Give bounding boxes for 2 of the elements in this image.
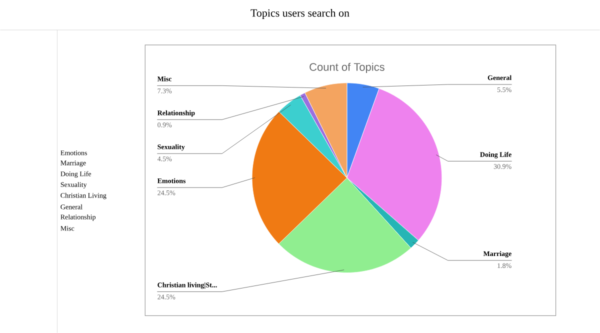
chart-subtitle: Count of Topics — [310, 62, 384, 74]
chart-title: Topics users search on — [250, 9, 350, 19]
